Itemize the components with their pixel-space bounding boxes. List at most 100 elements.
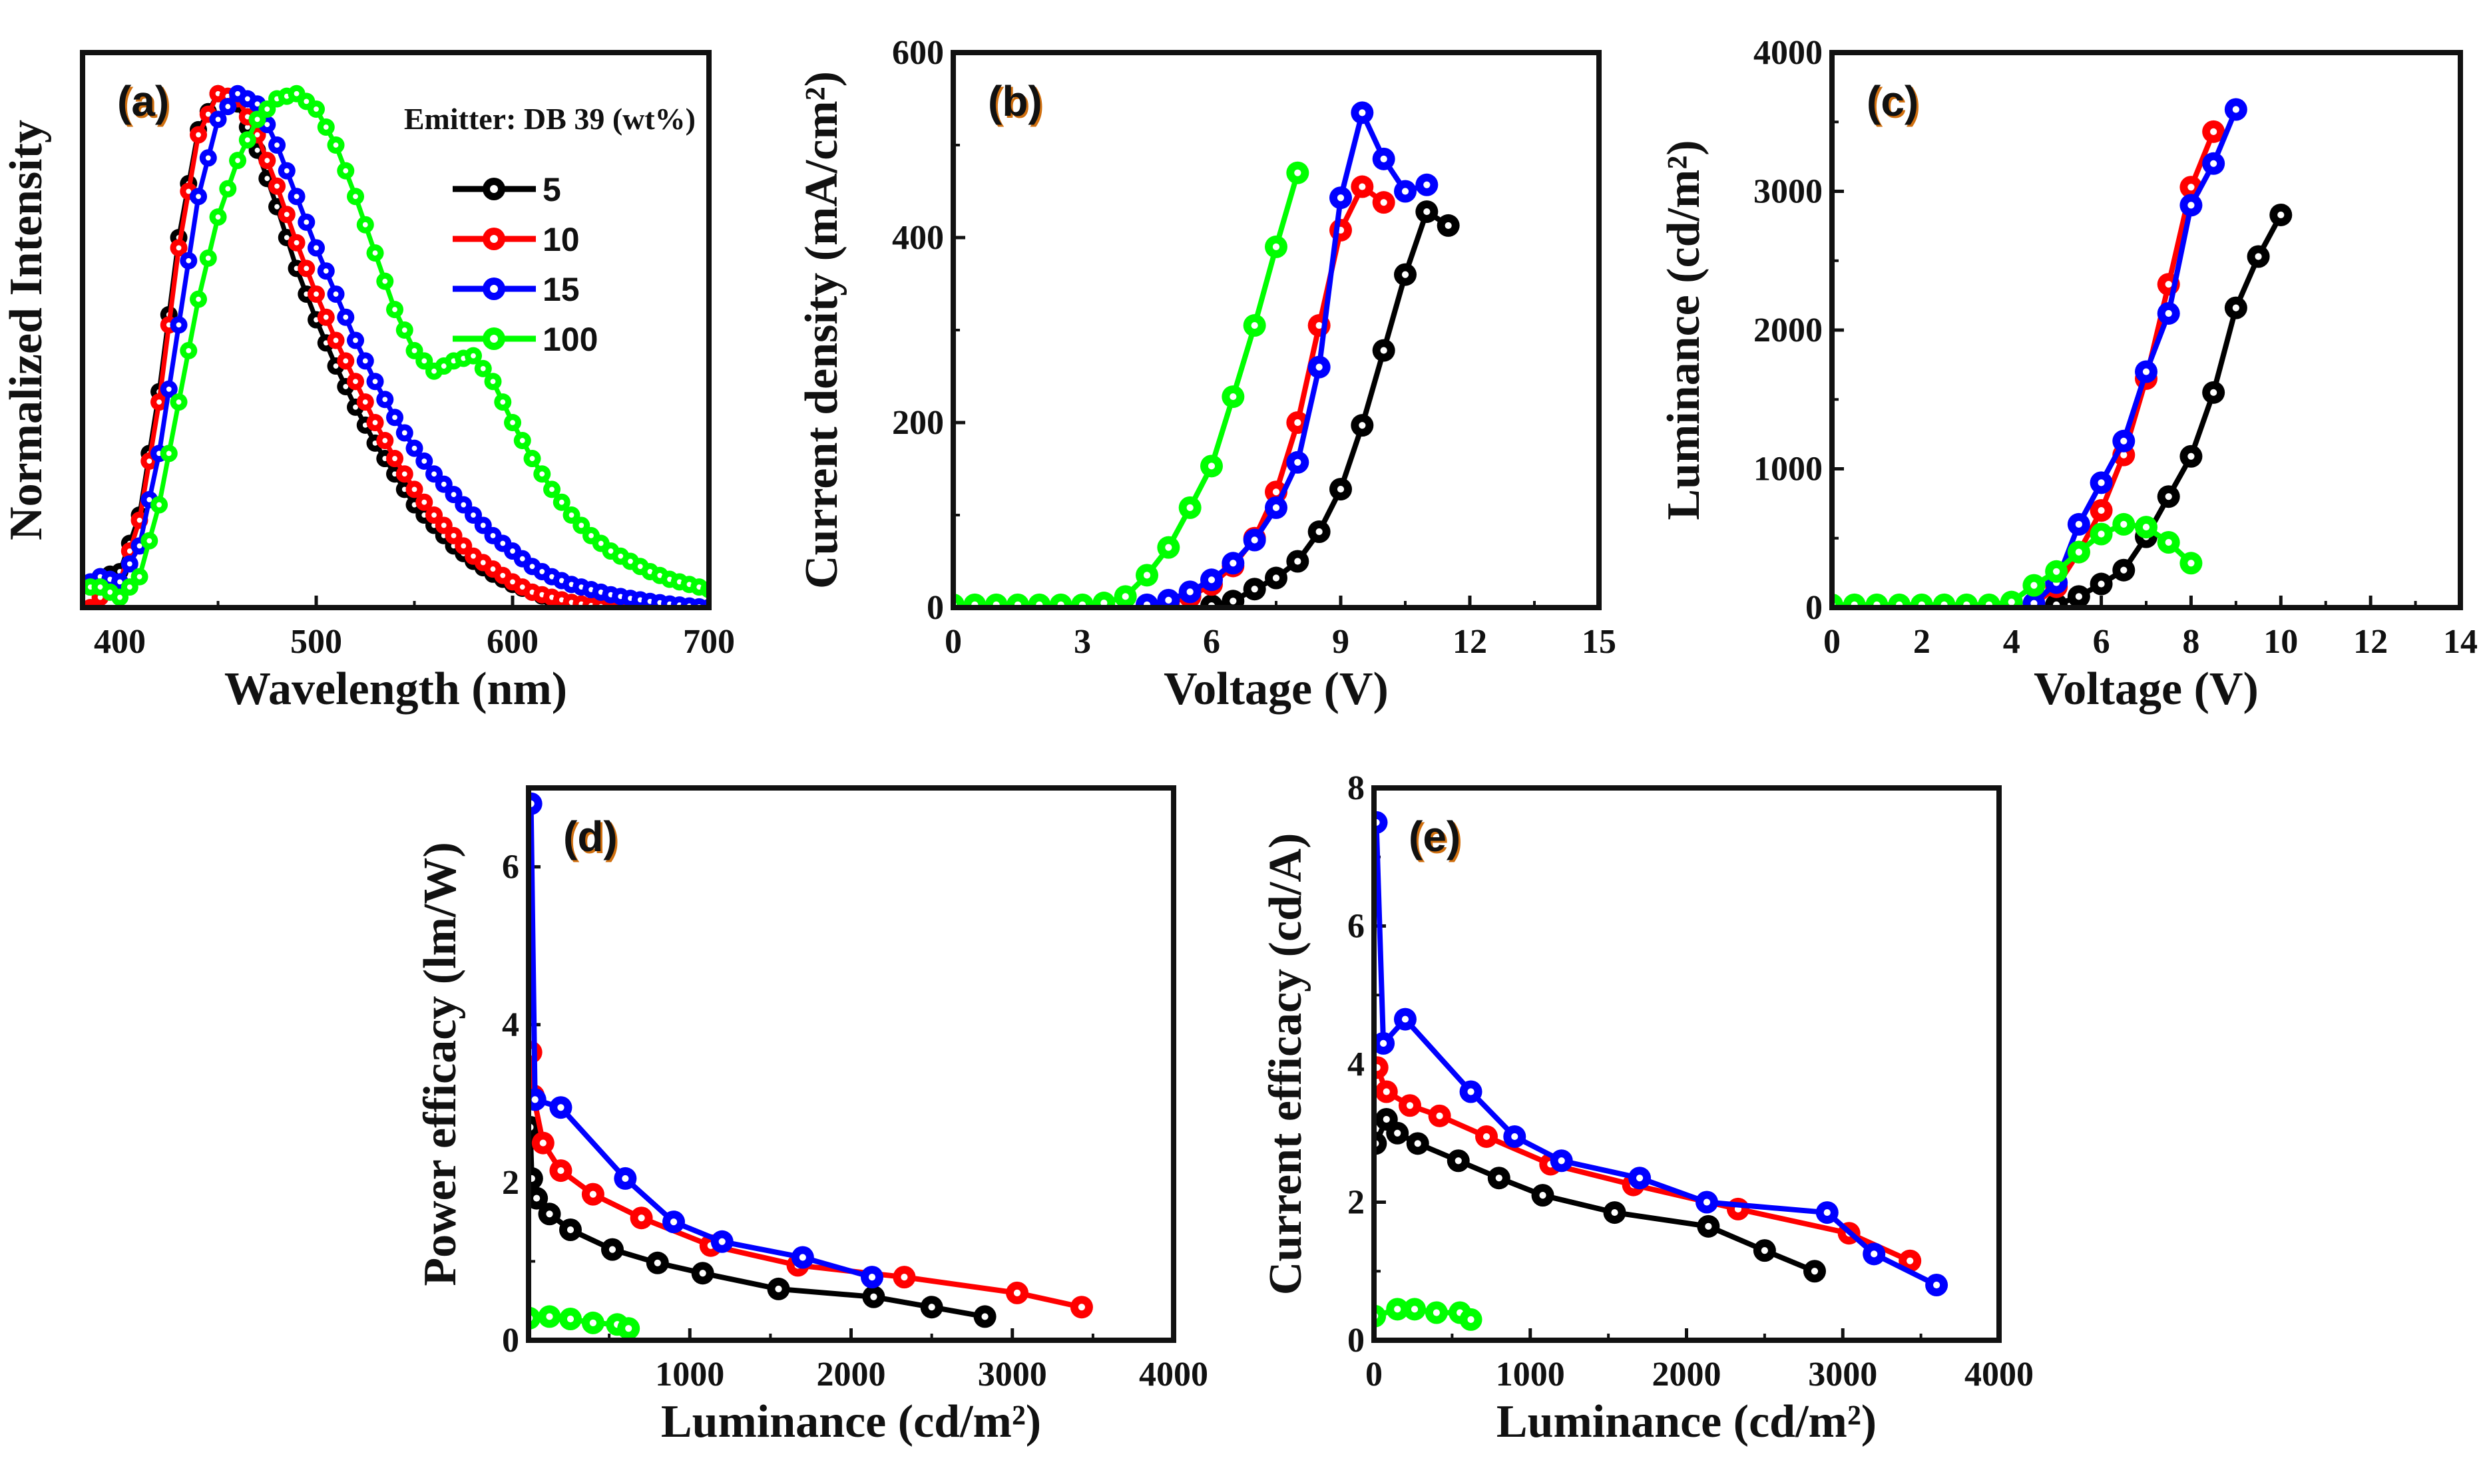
x-tick-label: 4000	[1139, 1356, 1208, 1393]
data-point-center	[868, 1274, 876, 1281]
data-point-center	[333, 337, 339, 343]
data-point-center	[1406, 1102, 1414, 1109]
data-point-center	[539, 471, 545, 477]
data-point-center	[1380, 155, 1387, 162]
data-point-center	[546, 1313, 553, 1320]
panel-d: 1000 2000 3000 4000 0 2 4 6 Luminance (cd/m²) Pow…	[415, 785, 1208, 1447]
data-point-center	[2187, 184, 2195, 191]
data-point-center	[559, 499, 565, 505]
data-point-center	[2187, 560, 2195, 567]
data-point-center	[598, 540, 604, 546]
data-point-center	[1337, 485, 1345, 493]
y-tick-label: 0	[927, 589, 944, 627]
data-point-center	[2098, 506, 2105, 514]
data-point-center	[401, 327, 407, 333]
data-point-center	[2142, 368, 2150, 375]
series-line	[2032, 108, 2239, 606]
data-point-center	[294, 240, 300, 246]
data-point-center	[1078, 1304, 1086, 1311]
series-line	[529, 803, 873, 1280]
y-tick-label: 2	[502, 1164, 519, 1202]
data-point-center	[557, 1167, 565, 1175]
series-100	[83, 85, 709, 606]
data-point-center	[1811, 1268, 1819, 1275]
data-point-center	[578, 522, 584, 528]
data-point-center	[2165, 538, 2172, 546]
data-point-center	[490, 379, 496, 385]
plot-area	[953, 101, 1460, 608]
data-point-center	[622, 1175, 629, 1183]
data-point-center	[628, 558, 633, 564]
data-point-center	[304, 219, 310, 225]
series-5	[529, 1115, 997, 1328]
data-point-center	[1423, 208, 1431, 216]
data-point-center	[244, 96, 250, 102]
data-point-center	[1251, 586, 1258, 593]
data-point-center	[136, 543, 142, 549]
y-tick-label: 4	[1347, 1045, 1365, 1083]
data-point-center	[156, 502, 162, 508]
data-point-center	[1208, 463, 1216, 470]
data-point-center	[2187, 202, 2195, 209]
data-point	[1200, 594, 1223, 608]
data-point-center	[343, 168, 349, 174]
y-tick-label: 2000	[1753, 311, 1823, 349]
data-point	[1136, 593, 1158, 608]
data-point	[529, 1167, 543, 1190]
panel-label: (b)	[988, 77, 1042, 125]
data-point-center	[568, 512, 574, 518]
data-point-center	[1401, 271, 1409, 278]
data-point-center	[146, 459, 152, 464]
data-point	[529, 792, 543, 815]
data-point-center	[284, 235, 290, 240]
x-tick-label: 12	[2353, 623, 2388, 661]
data-point-center	[254, 101, 260, 107]
x-tick-label: 12	[1453, 623, 1487, 661]
series-100	[1374, 1298, 1482, 1331]
data-point-center	[196, 296, 201, 302]
data-point-center	[510, 420, 515, 425]
y-axis-title: Current density (mA/cm²)	[796, 71, 847, 589]
data-point-center	[126, 548, 132, 554]
y-tick-label: 2	[1347, 1184, 1365, 1222]
data-point-center	[411, 347, 417, 353]
data-point-center	[323, 314, 329, 320]
x-tick-label: 14	[2443, 623, 2478, 661]
plot-frame	[1829, 50, 2463, 610]
data-point	[1028, 593, 1051, 608]
data-point-center	[304, 266, 310, 272]
x-axis-title: Voltage (V)	[2034, 663, 2259, 715]
data-point-center	[1230, 598, 1237, 605]
data-point-center	[136, 517, 142, 523]
y-tick-label: 6	[1347, 908, 1365, 946]
data-point-center	[1511, 1133, 1518, 1141]
data-point	[2045, 593, 2068, 608]
data-point-center	[205, 155, 211, 161]
data-point-center	[1013, 1289, 1021, 1296]
y-tick-label: 6	[502, 848, 519, 886]
data-point-center	[529, 564, 535, 570]
series-15	[1136, 101, 1439, 608]
data-point	[1007, 593, 1029, 608]
data-point-center	[156, 399, 162, 405]
data-point-center	[1380, 347, 1387, 354]
series-line	[1374, 1066, 1911, 1264]
data-point-center	[401, 471, 407, 477]
data-point-center	[670, 1218, 678, 1226]
data-point-center	[1401, 188, 1409, 195]
y-tick-label: 1000	[1753, 451, 1823, 488]
data-point-center	[461, 543, 467, 549]
data-point-center	[392, 415, 397, 421]
data-point-center	[1294, 419, 1301, 427]
data-point	[1955, 593, 1978, 608]
x-tick-label: 10	[2263, 623, 2298, 661]
data-point-center	[401, 430, 407, 436]
data-point-center	[362, 358, 368, 364]
data-point-center	[519, 556, 525, 562]
data-point-center	[235, 158, 240, 164]
data-point-center	[264, 106, 270, 112]
data-point-center	[1539, 1192, 1546, 1199]
data-point-center	[205, 255, 211, 261]
data-point-center	[531, 1096, 539, 1103]
